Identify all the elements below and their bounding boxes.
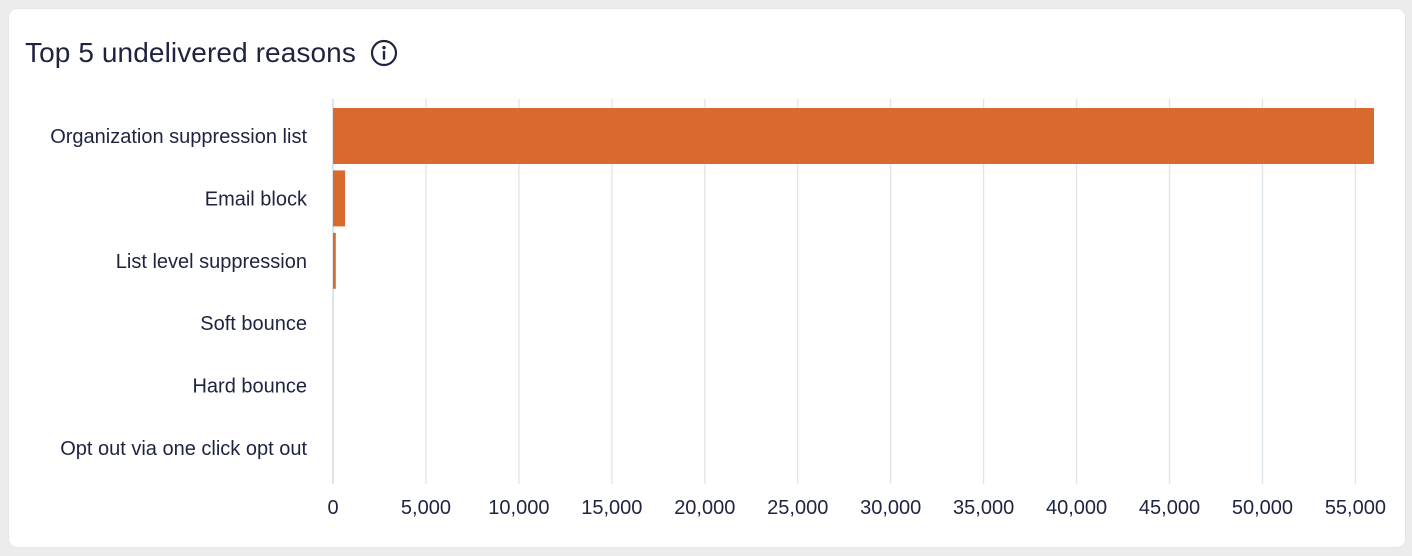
x-tick-label: 0 xyxy=(327,497,338,519)
x-tick-label: 25,000 xyxy=(767,497,828,519)
card-header: Top 5 undelivered reasons xyxy=(25,33,398,73)
x-tick-label: 40,000 xyxy=(1046,497,1107,519)
x-tick-label: 50,000 xyxy=(1232,497,1293,519)
bar[interactable] xyxy=(333,170,346,227)
chart-title: Top 5 undelivered reasons xyxy=(25,37,356,68)
x-tick-label: 30,000 xyxy=(860,497,921,519)
x-tick-label: 20,000 xyxy=(674,497,735,519)
category-label: Soft bounce xyxy=(200,313,307,335)
bar[interactable] xyxy=(333,232,336,289)
category-label: Email block xyxy=(205,188,308,210)
x-tick-label: 15,000 xyxy=(581,497,642,519)
bar-chart: 0 5,000 10,000 15,000 20,000 25,000 30,000 35,0… xyxy=(50,99,1386,519)
bar[interactable] xyxy=(333,108,1374,164)
info-icon[interactable] xyxy=(370,39,398,67)
x-tick-label: 55,000 xyxy=(1325,497,1386,519)
x-tick-label: 35,000 xyxy=(953,497,1014,519)
chart-card: Top 5 undelivered reasons 0 5,000 10,000 15… xyxy=(9,9,1405,547)
category-label: List level suppression xyxy=(116,251,307,273)
category-label: Hard bounce xyxy=(192,376,307,398)
x-tick-label: 10,000 xyxy=(488,497,549,519)
x-tick-label: 5,000 xyxy=(401,497,451,519)
category-label: Organization suppression list xyxy=(50,126,307,148)
category-label: Opt out via one click opt out xyxy=(60,438,307,460)
x-tick-label: 45,000 xyxy=(1139,497,1200,519)
